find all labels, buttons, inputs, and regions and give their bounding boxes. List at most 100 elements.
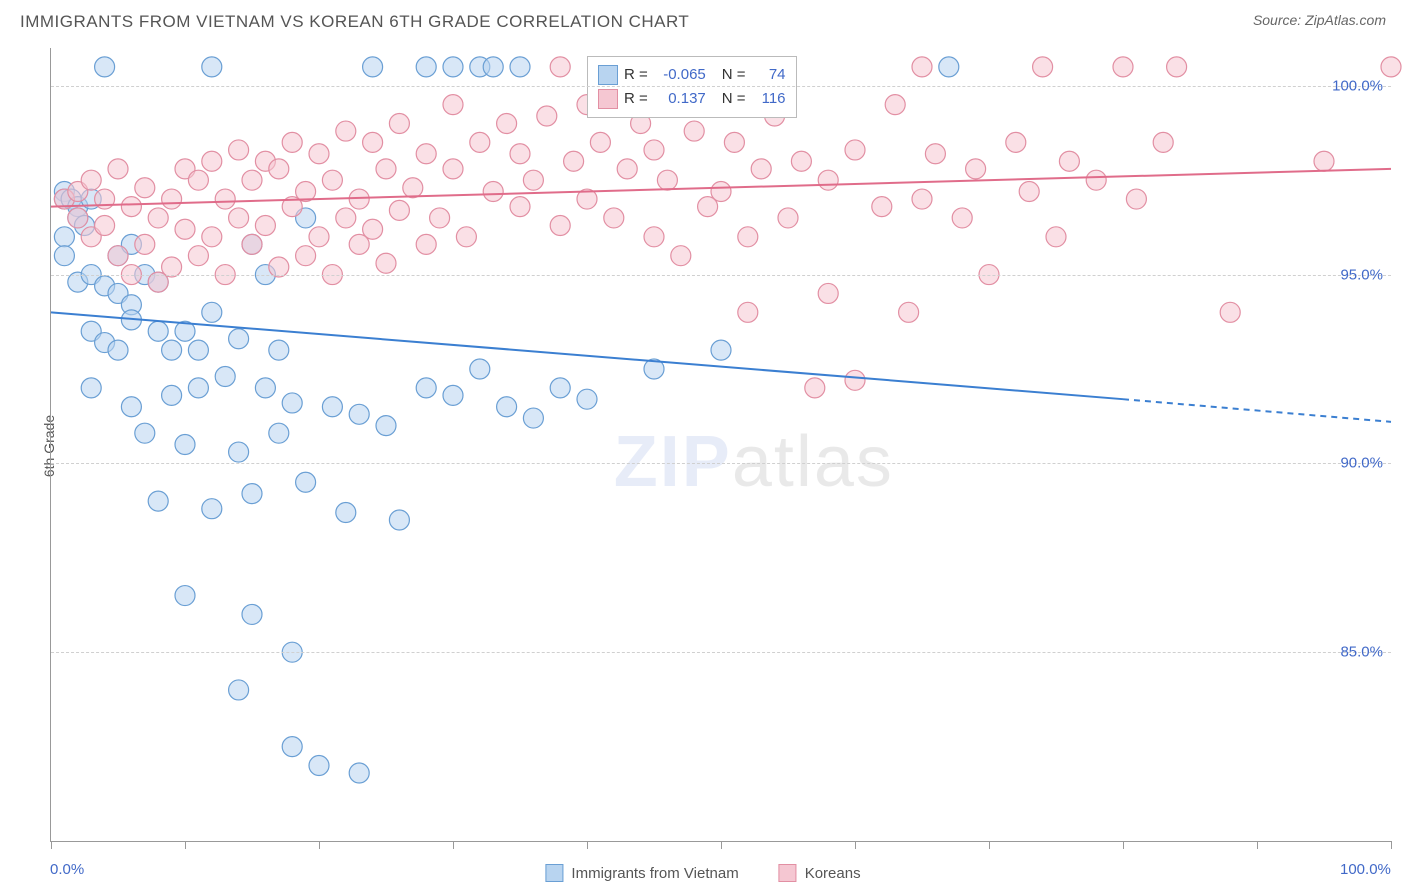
scatter-point: [269, 423, 289, 443]
scatter-point: [845, 370, 865, 390]
scatter-point: [510, 144, 530, 164]
scatter-point: [242, 234, 262, 254]
scatter-point: [523, 170, 543, 190]
y-tick-label: 100.0%: [1332, 77, 1383, 94]
scatter-point: [309, 227, 329, 247]
scatter-point: [523, 408, 543, 428]
scatter-point: [81, 378, 101, 398]
correlation-stats-box: R =-0.065N =74R =0.137 N =116: [587, 56, 797, 118]
scatter-point: [443, 159, 463, 179]
scatter-point: [202, 302, 222, 322]
scatter-point: [912, 57, 932, 77]
x-tick: [1257, 841, 1258, 849]
scatter-point: [229, 140, 249, 160]
scatter-point: [497, 397, 517, 417]
stats-r-value: 0.137: [654, 87, 706, 111]
scatter-point: [430, 208, 450, 228]
scatter-point: [416, 144, 436, 164]
scatter-point: [81, 170, 101, 190]
scatter-point: [389, 200, 409, 220]
scatter-point: [202, 57, 222, 77]
scatter-point: [751, 159, 771, 179]
scatter-point: [202, 227, 222, 247]
scatter-point: [1381, 57, 1401, 77]
scatter-point: [121, 397, 141, 417]
x-tick: [587, 841, 588, 849]
scatter-point: [336, 502, 356, 522]
gridline: [51, 275, 1391, 276]
scatter-point: [657, 170, 677, 190]
stats-row: R =-0.065N =74: [598, 63, 786, 87]
scatter-point: [550, 215, 570, 235]
scatter-point: [229, 442, 249, 462]
x-tick: [453, 841, 454, 849]
scatter-point: [215, 367, 235, 387]
scatter-point: [537, 106, 557, 126]
scatter-point: [925, 144, 945, 164]
scatter-point: [1033, 57, 1053, 77]
gridline: [51, 652, 1391, 653]
scatter-point: [242, 170, 262, 190]
y-tick-label: 90.0%: [1340, 455, 1383, 472]
scatter-point: [416, 378, 436, 398]
scatter-point: [966, 159, 986, 179]
scatter-point: [1113, 57, 1133, 77]
scatter-point: [738, 227, 758, 247]
scatter-point: [791, 151, 811, 171]
scatter-point: [617, 159, 637, 179]
scatter-point: [1167, 57, 1187, 77]
scatter-point: [939, 57, 959, 77]
stats-n-value: 74: [752, 63, 786, 87]
scatter-point: [202, 499, 222, 519]
scatter-point: [483, 57, 503, 77]
stats-r-label: R =: [624, 87, 648, 111]
scatter-point: [215, 189, 235, 209]
stats-swatch: [598, 65, 618, 85]
scatter-point: [1059, 151, 1079, 171]
stats-n-label: N =: [722, 87, 746, 111]
scatter-point: [952, 208, 972, 228]
scatter-point: [309, 755, 329, 775]
scatter-point: [456, 227, 476, 247]
stats-r-value: -0.065: [654, 63, 706, 87]
chart-source: Source: ZipAtlas.com: [1253, 12, 1386, 28]
scatter-point: [1046, 227, 1066, 247]
scatter-point: [644, 140, 664, 160]
scatter-point: [885, 95, 905, 115]
chart-title: IMMIGRANTS FROM VIETNAM VS KOREAN 6TH GR…: [20, 12, 689, 32]
scatter-point: [818, 283, 838, 303]
scatter-point: [778, 208, 798, 228]
scatter-point: [135, 178, 155, 198]
y-tick-label: 85.0%: [1340, 644, 1383, 661]
scatter-point: [175, 586, 195, 606]
scatter-point: [322, 397, 342, 417]
scatter-point: [1086, 170, 1106, 190]
stats-n-value: 116: [752, 87, 786, 111]
scatter-point: [644, 227, 664, 247]
scatter-point: [389, 114, 409, 134]
scatter-point: [403, 178, 423, 198]
scatter-point: [148, 208, 168, 228]
scatter-point: [175, 435, 195, 455]
scatter-point: [282, 737, 302, 757]
scatter-point: [416, 57, 436, 77]
scatter-point: [443, 95, 463, 115]
scatter-point: [309, 144, 329, 164]
scatter-point: [845, 140, 865, 160]
scatter-point: [242, 484, 262, 504]
legend-item: Immigrants from Vietnam: [545, 864, 738, 882]
scatter-point: [1314, 151, 1334, 171]
scatter-point: [296, 472, 316, 492]
chart-header: IMMIGRANTS FROM VIETNAM VS KOREAN 6TH GR…: [0, 0, 1406, 40]
scatter-point: [497, 114, 517, 134]
scatter-point: [95, 215, 115, 235]
scatter-point: [604, 208, 624, 228]
legend-swatch: [779, 864, 797, 882]
scatter-point: [336, 121, 356, 141]
scatter-point: [443, 385, 463, 405]
scatter-point: [54, 227, 74, 247]
scatter-point: [470, 359, 490, 379]
scatter-point: [242, 604, 262, 624]
x-tick: [721, 841, 722, 849]
scatter-point: [671, 246, 691, 266]
